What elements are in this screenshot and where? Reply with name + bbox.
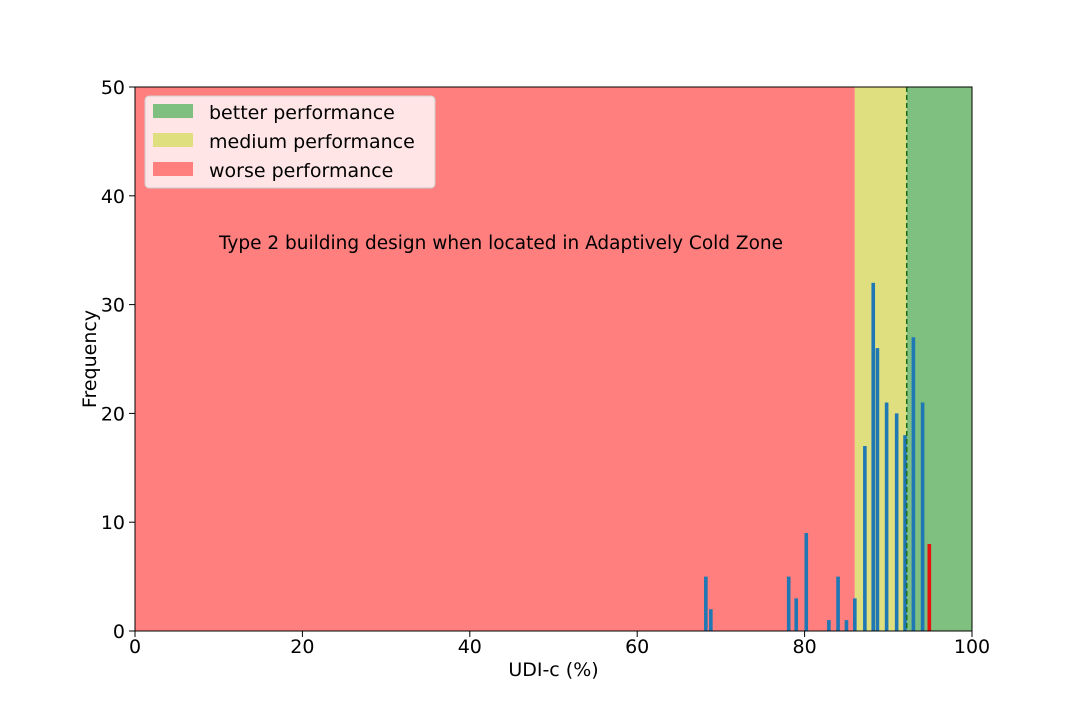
bar-0-12 [884, 402, 889, 631]
bar-0-10 [871, 282, 876, 631]
histogram-bars [704, 282, 932, 631]
legend-swatch-0 [153, 104, 193, 118]
bar-0-1 [709, 609, 713, 631]
bar-0-2 [786, 576, 791, 631]
x-tick-label-0: 0 [129, 636, 141, 658]
bar-0-13 [894, 413, 899, 631]
bar-0-14 [903, 435, 907, 631]
region-2 [906, 87, 972, 631]
bar-0-5 [827, 620, 831, 631]
bar-0-15 [911, 337, 916, 631]
y-tick-label-4: 40 [101, 186, 125, 208]
legend-box [144, 95, 436, 189]
legend-label-2: worse performance [209, 160, 393, 182]
y-tick-label-1: 10 [101, 512, 125, 534]
x-axis-label: UDI-c (%) [508, 659, 598, 681]
plot-frame [134, 86, 973, 632]
legend-label-1: medium performance [209, 131, 415, 153]
legend: better performance medium performance wors… [144, 95, 436, 189]
bar-0-4 [804, 533, 809, 631]
y-tick-label-2: 20 [101, 403, 125, 425]
bar-0-11 [875, 348, 880, 631]
bar-0-9 [863, 446, 867, 631]
bar-1-0 [927, 543, 932, 631]
legend-label-0: better performance [209, 102, 395, 124]
chart-annotation: Type 2 building design when located in A… [218, 233, 783, 254]
legend-swatch-1 [153, 133, 193, 147]
x-tick-label-3: 60 [625, 636, 649, 658]
bar-0-8 [853, 598, 857, 631]
y-axis-ticks: 0 10 20 30 40 50 [101, 77, 135, 643]
y-axis-label: Frequency [79, 310, 101, 408]
legend-swatch-2 [153, 162, 193, 176]
x-tick-label-4: 80 [793, 636, 817, 658]
x-tick-label-1: 20 [290, 636, 314, 658]
x-axis-ticks: 0 20 40 60 80 100 [129, 631, 990, 658]
y-tick-label-0: 0 [113, 621, 125, 643]
region-1 [854, 87, 907, 631]
x-tick-label-5: 100 [954, 636, 990, 658]
bar-0-6 [836, 576, 840, 631]
bar-0-0 [704, 576, 708, 631]
bar-0-7 [844, 620, 849, 631]
x-tick-label-2: 40 [458, 636, 482, 658]
y-tick-label-3: 30 [101, 295, 125, 317]
y-tick-label-5: 50 [101, 77, 125, 99]
bar-0-16 [920, 402, 925, 631]
bar-0-3 [794, 598, 799, 631]
